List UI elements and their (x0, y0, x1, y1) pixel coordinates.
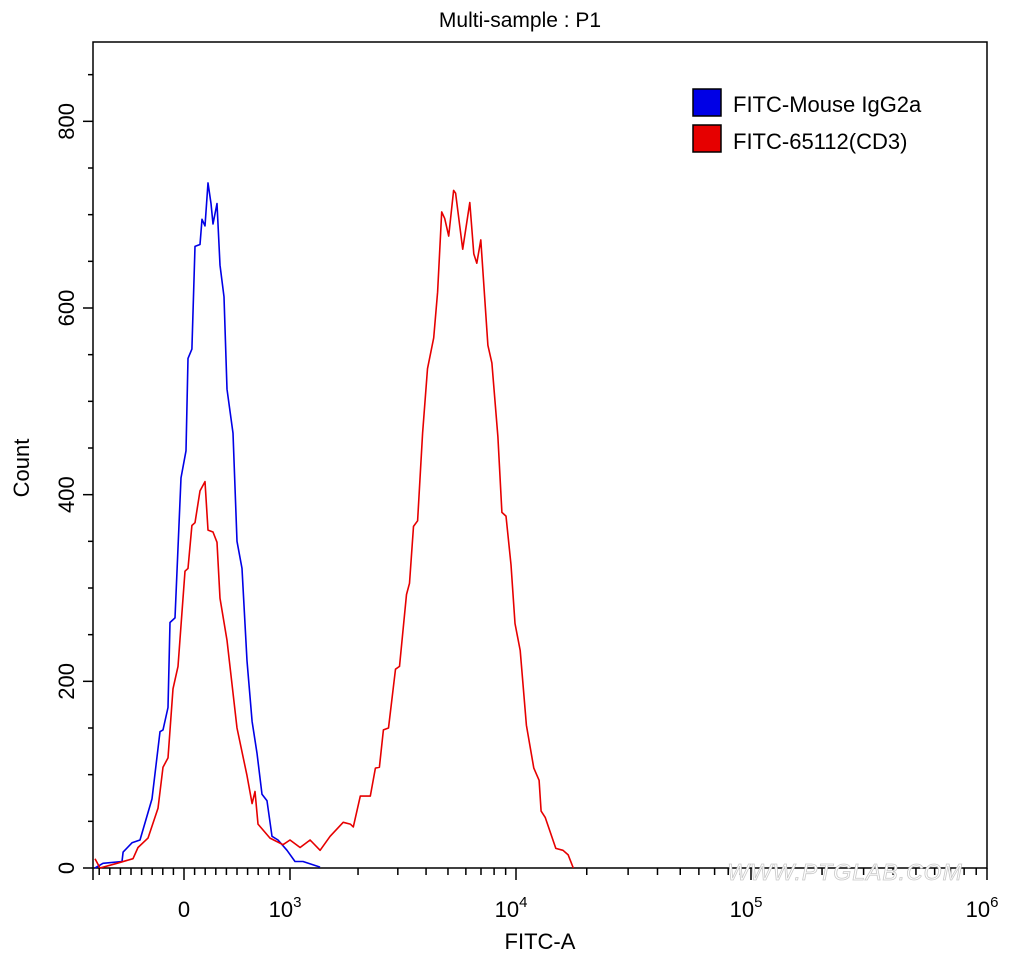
plot-border (92, 41, 988, 869)
legend-swatch-cd3 (692, 124, 722, 153)
x-axis-label: FITC-A (505, 929, 576, 954)
x-tick-label: 106 (966, 894, 999, 922)
y-tick-label: 600 (54, 290, 79, 327)
legend-label-isotype: FITC-Mouse IgG2a (733, 92, 922, 117)
watermark: WWW.PTGLAB.COM (727, 859, 962, 885)
y-tick-labels: 0 200 400 600 800 (54, 103, 79, 874)
x-tick-exponent: 4 (519, 894, 527, 911)
series-line-1 (94, 189, 575, 869)
y-axis-label: Count (9, 439, 34, 498)
legend-label-cd3: FITC-65112(CD3) (733, 129, 907, 154)
x-tick-label: 0 (178, 897, 190, 922)
y-tick-label: 800 (54, 103, 79, 140)
x-tick-label: 105 (730, 894, 763, 922)
x-tick-exponent: 3 (293, 894, 301, 911)
x-tick-exponent: 6 (990, 894, 998, 911)
plot-area (92, 41, 988, 869)
y-tick-label: 400 (54, 476, 79, 513)
x-tick-labels: 0 103 104 105 106 (178, 894, 999, 922)
legend: FITC-Mouse IgG2a FITC-65112(CD3) (692, 88, 922, 154)
y-tick-label: 0 (54, 862, 79, 874)
series-layer (94, 182, 575, 869)
x-tick-label: 103 (269, 894, 302, 922)
legend-swatch-isotype (692, 88, 722, 117)
x-tick-label: 104 (495, 894, 528, 922)
x-tick-exponent: 5 (754, 894, 762, 911)
chart-title: Multi-sample : P1 (439, 9, 601, 32)
y-tick-label: 200 (54, 663, 79, 700)
series-line-0 (94, 182, 321, 869)
axes (83, 73, 988, 880)
